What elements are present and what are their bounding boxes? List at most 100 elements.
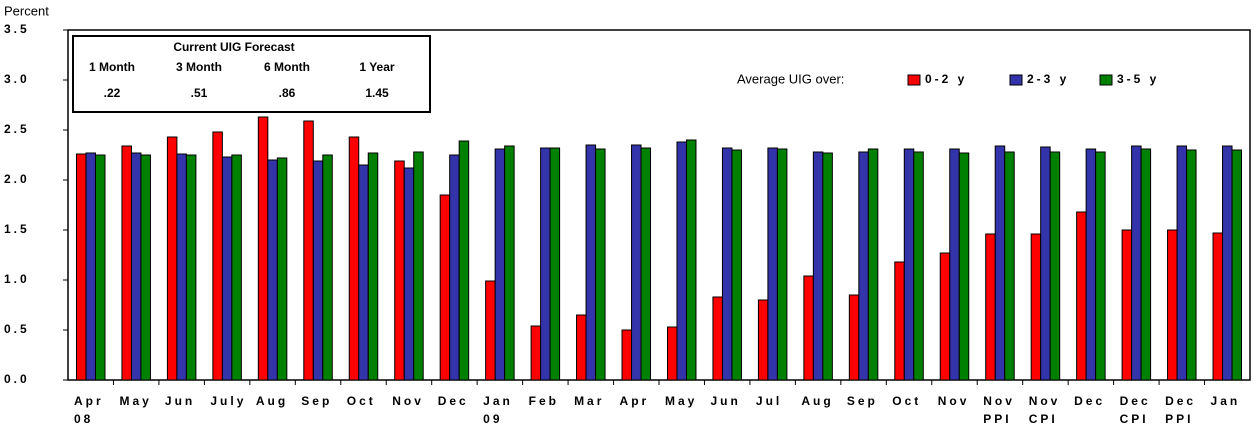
bar bbox=[848, 294, 860, 381]
forecast-value: 1.45 bbox=[365, 86, 389, 100]
bar bbox=[958, 152, 970, 381]
legend-label: 0-2 y bbox=[925, 72, 967, 86]
bar bbox=[276, 157, 288, 381]
bar bbox=[939, 252, 951, 381]
x-tick-label: Dec bbox=[1074, 394, 1105, 408]
bar bbox=[530, 325, 542, 381]
x-tick-label: Aug bbox=[801, 394, 833, 408]
x-tick-label: PPI bbox=[983, 412, 1011, 426]
bar bbox=[1076, 211, 1087, 381]
x-tick-label: CPI bbox=[1029, 412, 1058, 426]
bar bbox=[767, 147, 778, 381]
bar bbox=[85, 152, 96, 381]
y-tick-label: 1.0 bbox=[4, 272, 30, 286]
bar bbox=[994, 145, 1006, 381]
bar bbox=[621, 329, 633, 381]
x-tick-label: Apr bbox=[74, 394, 104, 408]
x-tick-label: Sep bbox=[847, 394, 878, 408]
bar bbox=[303, 120, 314, 381]
x-tick-label: Dec bbox=[1165, 394, 1196, 408]
bar bbox=[75, 153, 87, 381]
bar bbox=[367, 152, 379, 381]
bar bbox=[676, 141, 687, 381]
x-tick-label: 09 bbox=[483, 412, 502, 426]
forecast-value: .51 bbox=[191, 86, 208, 100]
bar bbox=[894, 261, 905, 381]
bar bbox=[867, 148, 879, 381]
bar bbox=[403, 167, 415, 381]
bar bbox=[1167, 229, 1178, 381]
x-tick-label: Jun bbox=[710, 394, 740, 408]
bar bbox=[312, 160, 324, 381]
bar bbox=[485, 280, 496, 381]
forecast-title: Current UIG Forecast bbox=[173, 40, 294, 54]
bar bbox=[439, 194, 451, 381]
bar bbox=[1186, 149, 1197, 381]
bar bbox=[221, 156, 233, 381]
bar bbox=[549, 147, 561, 381]
x-tick-label: Dec bbox=[1120, 394, 1151, 408]
x-tick-label: Aug bbox=[256, 394, 288, 408]
bar bbox=[1140, 148, 1152, 381]
bar bbox=[121, 145, 132, 381]
bar bbox=[631, 144, 642, 381]
x-tick-label: PPI bbox=[1165, 412, 1193, 426]
bar bbox=[1212, 232, 1224, 381]
x-tick-label: Nov bbox=[983, 394, 1015, 408]
bar bbox=[94, 154, 106, 381]
bar bbox=[640, 147, 652, 381]
bar bbox=[1121, 229, 1133, 381]
legend-swatch bbox=[907, 74, 921, 86]
bar bbox=[257, 116, 269, 381]
forecast-header: 1 Year bbox=[359, 60, 394, 74]
bar bbox=[185, 154, 197, 381]
legend-swatch bbox=[1099, 74, 1113, 86]
legend-swatch bbox=[1009, 74, 1023, 86]
bar bbox=[358, 164, 369, 381]
x-tick-label: Jun bbox=[165, 394, 195, 408]
bar bbox=[1030, 233, 1042, 381]
bar bbox=[903, 148, 915, 381]
bar bbox=[949, 148, 960, 381]
bar bbox=[666, 326, 678, 381]
bar bbox=[1040, 146, 1051, 381]
x-tick-label: 08 bbox=[74, 412, 93, 426]
x-tick-label: Jan bbox=[483, 394, 513, 408]
bar bbox=[1049, 151, 1061, 381]
bar bbox=[322, 154, 333, 381]
x-tick-label: Sep bbox=[301, 394, 332, 408]
bar bbox=[685, 139, 697, 381]
bar bbox=[1085, 148, 1097, 381]
bar bbox=[803, 275, 814, 381]
forecast-value: .22 bbox=[104, 86, 121, 100]
x-tick-label: Nov bbox=[1029, 394, 1061, 408]
bar bbox=[394, 160, 405, 381]
y-tick-label: 2.0 bbox=[4, 172, 30, 186]
y-tick-label: 2.5 bbox=[4, 122, 30, 136]
bar bbox=[166, 136, 178, 381]
bar bbox=[712, 296, 723, 381]
legend-title: Average UIG over: bbox=[737, 71, 844, 86]
bar bbox=[540, 147, 551, 381]
bar bbox=[1176, 145, 1188, 381]
bar bbox=[348, 136, 360, 381]
forecast-box bbox=[72, 35, 431, 113]
y-tick-label: 0.0 bbox=[4, 372, 30, 386]
bar bbox=[757, 299, 769, 381]
x-tick-label: Nov bbox=[392, 394, 424, 408]
bar bbox=[776, 148, 788, 381]
bar bbox=[985, 233, 996, 381]
y-axis-label: Percent bbox=[4, 3, 49, 18]
bar bbox=[913, 151, 924, 381]
bar bbox=[231, 154, 242, 381]
bar bbox=[130, 152, 142, 381]
x-tick-label: Oct bbox=[892, 394, 921, 408]
bar bbox=[413, 151, 424, 381]
bar bbox=[595, 148, 606, 381]
bar bbox=[267, 159, 278, 381]
bar bbox=[504, 145, 515, 381]
x-tick-label: July bbox=[210, 394, 246, 408]
bar bbox=[721, 147, 733, 381]
y-tick-label: 0.5 bbox=[4, 322, 30, 336]
bar bbox=[731, 149, 742, 381]
